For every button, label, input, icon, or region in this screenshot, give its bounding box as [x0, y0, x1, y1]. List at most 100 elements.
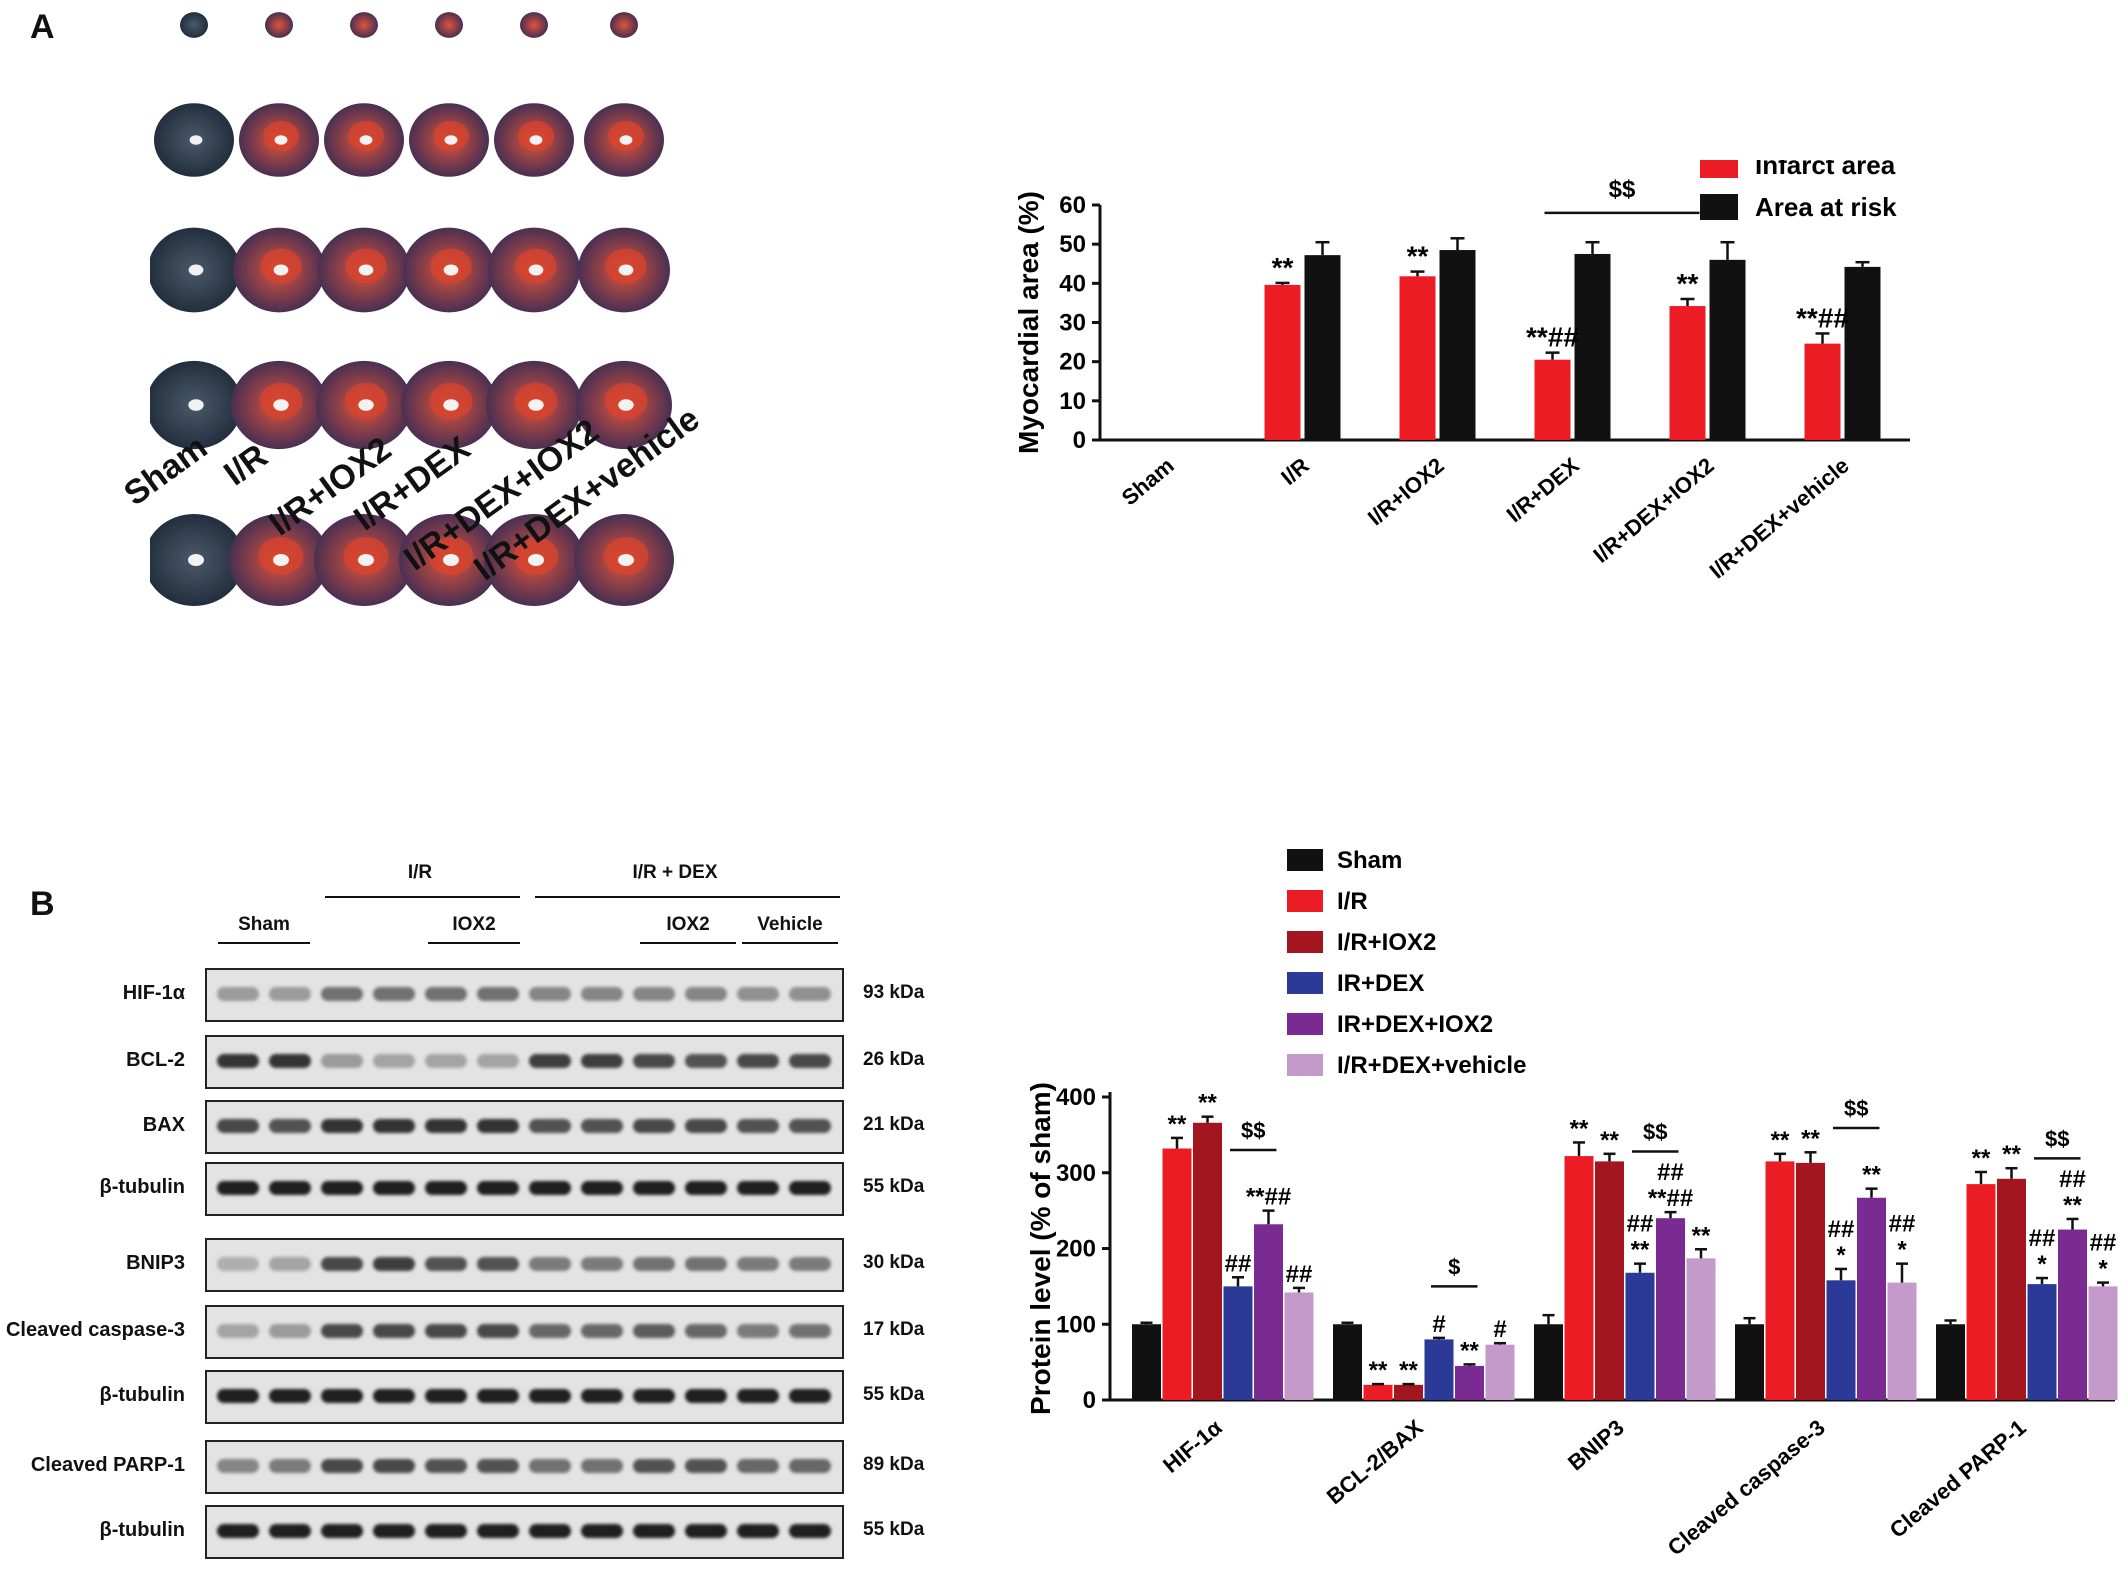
blot-band — [633, 1324, 675, 1338]
bar-i-r-iox2 — [1796, 1162, 1825, 1400]
significance-label: ## — [1828, 1216, 1855, 1243]
subgroup-header: Sham — [238, 914, 290, 935]
blot-band — [529, 1389, 571, 1403]
blot-band — [477, 1524, 519, 1538]
x-tick-label: I/R+IOX2 — [1363, 453, 1449, 531]
blot-band — [737, 1389, 779, 1403]
bar-sham — [1333, 1324, 1362, 1400]
significance-label: ** — [1570, 1115, 1589, 1142]
blot-band — [321, 987, 363, 1001]
x-tick-label: I/R — [1276, 453, 1314, 490]
blot-band — [581, 1257, 623, 1271]
subgroup-header-line — [742, 942, 838, 944]
bracket-label: $ — [1448, 1254, 1460, 1279]
blot-strip — [205, 1100, 844, 1154]
blot-band — [477, 1389, 519, 1403]
significance-label: **## — [1526, 322, 1579, 353]
bar-i-r-dex-vehicle — [1284, 1292, 1314, 1400]
blot-band — [633, 1054, 675, 1068]
blot-band — [425, 1324, 467, 1338]
blot-kda-label: 93 kDa — [863, 982, 925, 1003]
blot-band — [529, 1459, 571, 1473]
significance-label: ** — [1168, 1111, 1187, 1138]
infarct-area-chart: 0 10 20 30 40 50 60 Myocardial area (%) Sham ** I/… — [1013, 160, 1910, 584]
blot-band — [321, 1389, 363, 1403]
blot-row-label: Cleaved caspase-3 — [5, 1319, 185, 1341]
x-tick-label: I/R+DEX+IOX2 — [1588, 453, 1718, 568]
heart-section — [610, 12, 638, 38]
blot-band — [789, 1324, 831, 1338]
blot-strip — [205, 1370, 844, 1424]
blot-band — [373, 1119, 415, 1133]
x-tick-label: I/R+DEX+vehicle — [1705, 453, 1854, 584]
blot-band — [217, 1054, 259, 1068]
bar-area-at-risk — [1574, 253, 1611, 440]
significance-label: ## — [1627, 1211, 1654, 1238]
bar-i-r — [1966, 1184, 1996, 1400]
blot-strip — [205, 1505, 844, 1559]
blot-kda-label: 30 kDa — [863, 1252, 925, 1273]
significance-label: ## — [1286, 1261, 1313, 1288]
bar-i-r-dex-vehicle — [1485, 1344, 1515, 1400]
significance-label: * — [1836, 1242, 1846, 1269]
bar-ir-dex-iox2 — [1254, 1224, 1283, 1400]
blot-strip — [205, 1035, 844, 1089]
blot-band — [581, 1181, 623, 1195]
bracket-label: $$ — [1844, 1096, 1868, 1121]
blot-band — [581, 1524, 623, 1538]
blot-band — [685, 1054, 727, 1068]
y-tick-label: 50 — [1059, 231, 1086, 258]
lumen — [273, 554, 289, 566]
lumen — [358, 264, 374, 276]
blot-band — [789, 1054, 831, 1068]
lumen — [528, 264, 544, 276]
legend-swatch — [1287, 849, 1323, 871]
lumen — [618, 264, 634, 276]
blot-band — [737, 1324, 779, 1338]
blot-band — [737, 1054, 779, 1068]
blot-band — [789, 987, 831, 1001]
bar-i-r-iox2 — [1394, 1384, 1423, 1400]
subgroup-header-line — [640, 942, 736, 944]
blot-row-label: HIF-1α — [122, 982, 185, 1004]
blot-band — [373, 1389, 415, 1403]
y-tick-label: 30 — [1059, 310, 1086, 337]
bar-infarct-area — [1264, 284, 1301, 440]
lumen — [618, 554, 634, 566]
bar-infarct-area — [1669, 306, 1706, 440]
subgroup-header-line — [218, 942, 310, 944]
significance-label: ** — [1862, 1162, 1881, 1189]
y-tick-label: 0 — [1083, 1387, 1096, 1414]
lumen — [358, 399, 374, 411]
blot-band — [581, 1054, 623, 1068]
blot-band — [581, 1324, 623, 1338]
blot-strip — [205, 1305, 844, 1359]
panel-b-label: B — [30, 885, 55, 923]
blot-band — [581, 1459, 623, 1473]
blot-band — [321, 1119, 363, 1133]
subgroup-header: IOX2 — [452, 914, 496, 935]
blot-band — [269, 1524, 311, 1538]
blot-band — [685, 1524, 727, 1538]
y-tick-label: 300 — [1056, 1160, 1096, 1187]
lumen — [359, 135, 373, 145]
bar-ir-dex — [1223, 1286, 1253, 1400]
bar-ir-dex — [2027, 1284, 2057, 1400]
blot-band — [477, 1459, 519, 1473]
blot-band — [477, 1119, 519, 1133]
bar-area-at-risk — [1439, 250, 1476, 440]
blot-band — [789, 1257, 831, 1271]
bar-i-r-dex-vehicle — [1686, 1258, 1716, 1400]
bar-sham — [1534, 1324, 1563, 1400]
blot-band — [633, 1181, 675, 1195]
significance-label: ## — [1657, 1159, 1684, 1186]
lumen — [528, 399, 544, 411]
bar-i-r-iox2 — [1193, 1122, 1222, 1400]
subgroup-header-line — [428, 942, 520, 944]
subgroup-header: IOX2 — [666, 914, 710, 935]
lumen — [443, 264, 459, 276]
blot-band — [737, 1459, 779, 1473]
bar-i-r-dex-vehicle — [2088, 1286, 2118, 1400]
lumen — [618, 399, 634, 411]
blot-band — [737, 1524, 779, 1538]
